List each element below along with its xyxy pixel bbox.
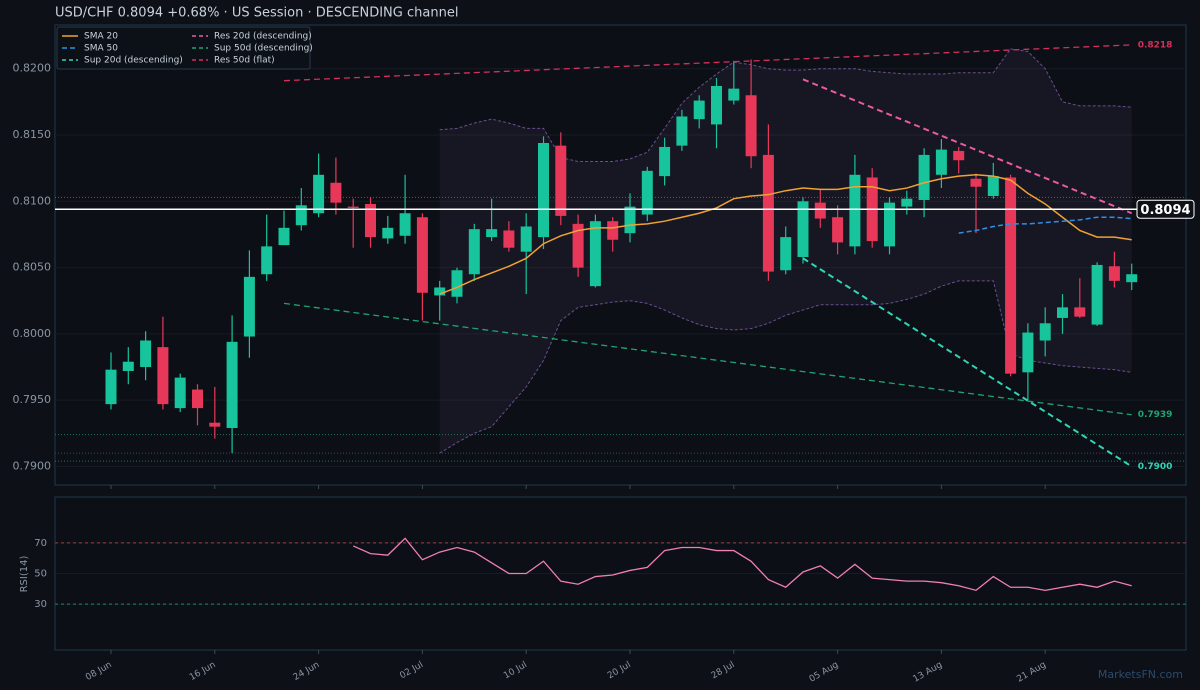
y-tick-label: 0.7950 [13,393,52,406]
candle-body [243,276,255,337]
candle-body [261,246,273,275]
legend-label: Sup 50d (descending) [214,44,313,54]
legend-label: Sup 20d (descending) [84,56,183,66]
candle-body [797,201,809,257]
candle-body [226,341,238,428]
candle-body [365,203,376,238]
y-tick-label: 0.8000 [13,327,52,340]
candle-body [659,146,671,177]
candle-body [105,369,117,405]
candle-body [1126,274,1138,283]
y-tick-label: 30 [34,599,47,610]
trendline [283,44,1132,82]
candle-body [295,205,307,226]
candle-body [987,176,999,197]
candle-body [953,150,965,161]
trendline-end-label: 0.8218 [1138,40,1173,50]
candle-body [1074,307,1086,317]
moving-average [439,174,1132,295]
candle-body [814,202,826,219]
candle-body [399,213,411,236]
candle-body [1039,323,1051,341]
legend-label: SMA 50 [84,44,118,54]
last-price-label: 0.8094 [1140,203,1190,218]
y-tick-label: 0.8150 [13,128,52,141]
candle-body [589,221,601,287]
last-price-tag [1136,199,1195,219]
candle-body [607,221,619,240]
candle-body [935,149,947,175]
candle-body [468,229,480,275]
watermark: MarketsFN.com [1098,668,1183,681]
candle-body [382,227,394,239]
candle-body [278,227,290,246]
candle-body [122,361,134,371]
legend: SMA 20 SMA 50 Sup 20d (descending) Res 20d … [56,26,313,70]
candle-body [1022,332,1034,373]
y-tick-label: 0.8200 [13,62,52,75]
candle-body [451,270,463,297]
candle-body [347,206,359,208]
candle-body [832,217,844,243]
candle-body [918,154,930,200]
candle-body [416,217,428,293]
candle-body [1005,177,1017,374]
candle-body [780,237,792,271]
trendline-end-label: 0.7939 [1138,410,1173,420]
candle-body [641,170,653,215]
candle-body [745,95,757,157]
candle-body [1091,264,1103,325]
candle-body [728,88,740,101]
rsi-axis-label: RSI(14) [19,556,30,593]
candle-body [762,154,774,272]
legend-label: Res 50d (flat) [214,56,275,66]
candle-body [884,202,895,247]
rsi-line [352,537,1132,592]
candle-body [555,145,567,216]
candle-body [520,226,532,252]
candle-body [711,85,722,125]
y-tick-label: 0.8100 [13,194,52,207]
candle-body [538,142,549,238]
candle-body [693,100,705,120]
candle-body [174,377,186,409]
trendline-end-label: 0.7900 [1138,462,1173,472]
y-tick-label: 0.7900 [13,459,52,472]
candle-body [486,229,498,238]
candle-body [330,182,342,203]
candle-body [1108,266,1120,281]
candle-body [901,198,913,207]
candle-body [209,422,221,427]
candle-body [157,347,169,405]
candle-body [434,287,446,296]
candle-body [1057,307,1068,318]
candle-body [140,340,152,368]
candle-body [676,116,688,146]
candle-body [970,178,982,187]
y-tick-label: 0.8050 [13,261,52,274]
trendline [802,257,1133,468]
candle-body [313,174,325,214]
y-tick-label: 50 [34,569,47,580]
candle-body [624,206,636,234]
legend-box [56,26,311,70]
price-panel [54,24,1187,486]
candle-body [572,223,584,268]
legend-label: SMA 20 [84,32,118,42]
band-lower [439,280,1132,454]
candle-body [503,230,515,248]
chart-title: USD/CHF 0.8094 +0.68% · US Session · DES… [55,6,458,21]
trendline [283,302,1132,416]
trendline [802,78,1133,215]
candle-body [849,174,861,247]
legend-label: Res 20d (descending) [214,32,312,42]
y-tick-label: 70 [34,538,47,549]
moving-average [958,216,1132,234]
candle-body [192,389,203,409]
